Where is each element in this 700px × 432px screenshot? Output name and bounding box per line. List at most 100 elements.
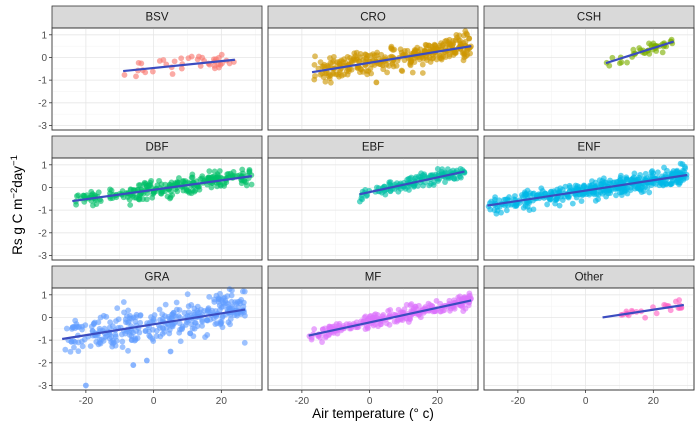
x-tick-label: -20 (295, 396, 310, 407)
panel-grid (267, 288, 478, 390)
data-point (462, 38, 469, 45)
data-point (362, 186, 369, 193)
fit-line (308, 299, 472, 337)
data-point (120, 194, 127, 201)
data-point (408, 301, 415, 307)
facet-mf: MF -20 0 20 (267, 265, 479, 407)
data-point (595, 196, 601, 203)
facet-label: DBF (146, 142, 169, 154)
data-point (93, 201, 100, 207)
data-point (133, 314, 140, 320)
data-point (618, 59, 625, 66)
data-point (76, 323, 83, 330)
data-point (226, 286, 233, 293)
y-tick-label: -2 (38, 228, 47, 239)
data-point (241, 339, 248, 346)
data-point (180, 187, 187, 194)
y-axis-title: Rs g C m−2day−1 (9, 155, 25, 255)
data-point (417, 314, 424, 321)
facet-label: MF (365, 272, 382, 284)
fit-line (605, 40, 675, 65)
data-point (363, 51, 369, 58)
data-point (488, 198, 495, 205)
data-point (133, 73, 139, 80)
data-point (617, 177, 624, 183)
data-point (320, 63, 327, 70)
x-tick-label: 0 (367, 396, 373, 407)
data-point (127, 312, 133, 319)
data-point (586, 191, 593, 198)
data-point (442, 38, 449, 45)
data-point (197, 63, 204, 69)
y-tick-label: -1 (38, 206, 47, 217)
facet-label: Other (575, 272, 604, 284)
y-tick-label: 1 (41, 30, 47, 41)
data-point (162, 301, 169, 308)
data-point (217, 61, 224, 68)
data-point (147, 179, 154, 186)
data-point (455, 294, 462, 301)
data-point (157, 333, 164, 340)
data-point (208, 184, 215, 191)
x-axis-title: Air temperature (° c) (312, 406, 434, 421)
data-point (133, 194, 140, 201)
data-point (167, 348, 174, 355)
data-point (661, 164, 667, 171)
data-point (423, 42, 430, 49)
panel-grid (51, 158, 262, 260)
data-point (677, 160, 684, 167)
data-point (169, 71, 176, 77)
data-point (530, 206, 537, 213)
facet-gra: GRA -3 -2 -1 0 1 -20 0 20 (38, 265, 263, 407)
data-point (492, 194, 499, 201)
facet-label: CSH (577, 12, 601, 24)
data-point (370, 314, 377, 321)
data-point (228, 292, 235, 299)
facet-enf: ENF (483, 135, 695, 261)
data-point (624, 59, 630, 66)
facet-bsv: BSV -3 -2 -1 0 1 (38, 5, 263, 132)
data-point (606, 187, 613, 193)
data-point (107, 186, 113, 193)
data-point (362, 313, 369, 320)
data-point (384, 69, 391, 76)
data-point (121, 72, 128, 78)
data-point (556, 202, 563, 209)
y-tick-label: -2 (38, 98, 47, 109)
data-point (562, 183, 569, 190)
data-point (454, 34, 460, 41)
data-point (578, 198, 585, 204)
data-point (126, 196, 133, 203)
data-point (395, 306, 402, 313)
fit-line (602, 303, 685, 319)
data-point (494, 207, 501, 214)
data-point (114, 305, 121, 312)
data-point (360, 69, 366, 75)
data-point (135, 59, 142, 66)
data-point (325, 63, 332, 70)
data-point (184, 291, 191, 298)
data-point (544, 201, 551, 208)
data-point (354, 65, 361, 72)
data-point (163, 324, 170, 331)
data-point (419, 61, 426, 68)
data-point (330, 53, 337, 60)
data-point (609, 54, 616, 61)
data-point (653, 310, 660, 317)
data-point (581, 182, 587, 189)
data-point (461, 50, 468, 57)
data-point (248, 181, 255, 188)
data-point (62, 346, 69, 353)
data-point (386, 321, 393, 328)
data-point (211, 296, 217, 303)
data-point (628, 176, 635, 183)
data-point (141, 181, 147, 188)
data-point (449, 41, 456, 48)
data-point (228, 298, 235, 305)
facet-dbf: DBF -3 -2 -1 0 1 (38, 135, 263, 262)
data-point (82, 382, 89, 389)
data-point (642, 170, 649, 177)
data-point (336, 69, 343, 75)
data-point (334, 59, 341, 66)
data-point (659, 49, 666, 56)
